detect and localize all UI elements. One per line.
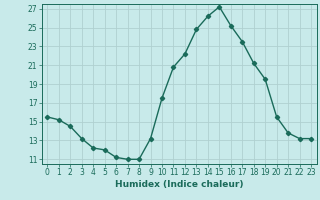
X-axis label: Humidex (Indice chaleur): Humidex (Indice chaleur) xyxy=(115,180,244,189)
